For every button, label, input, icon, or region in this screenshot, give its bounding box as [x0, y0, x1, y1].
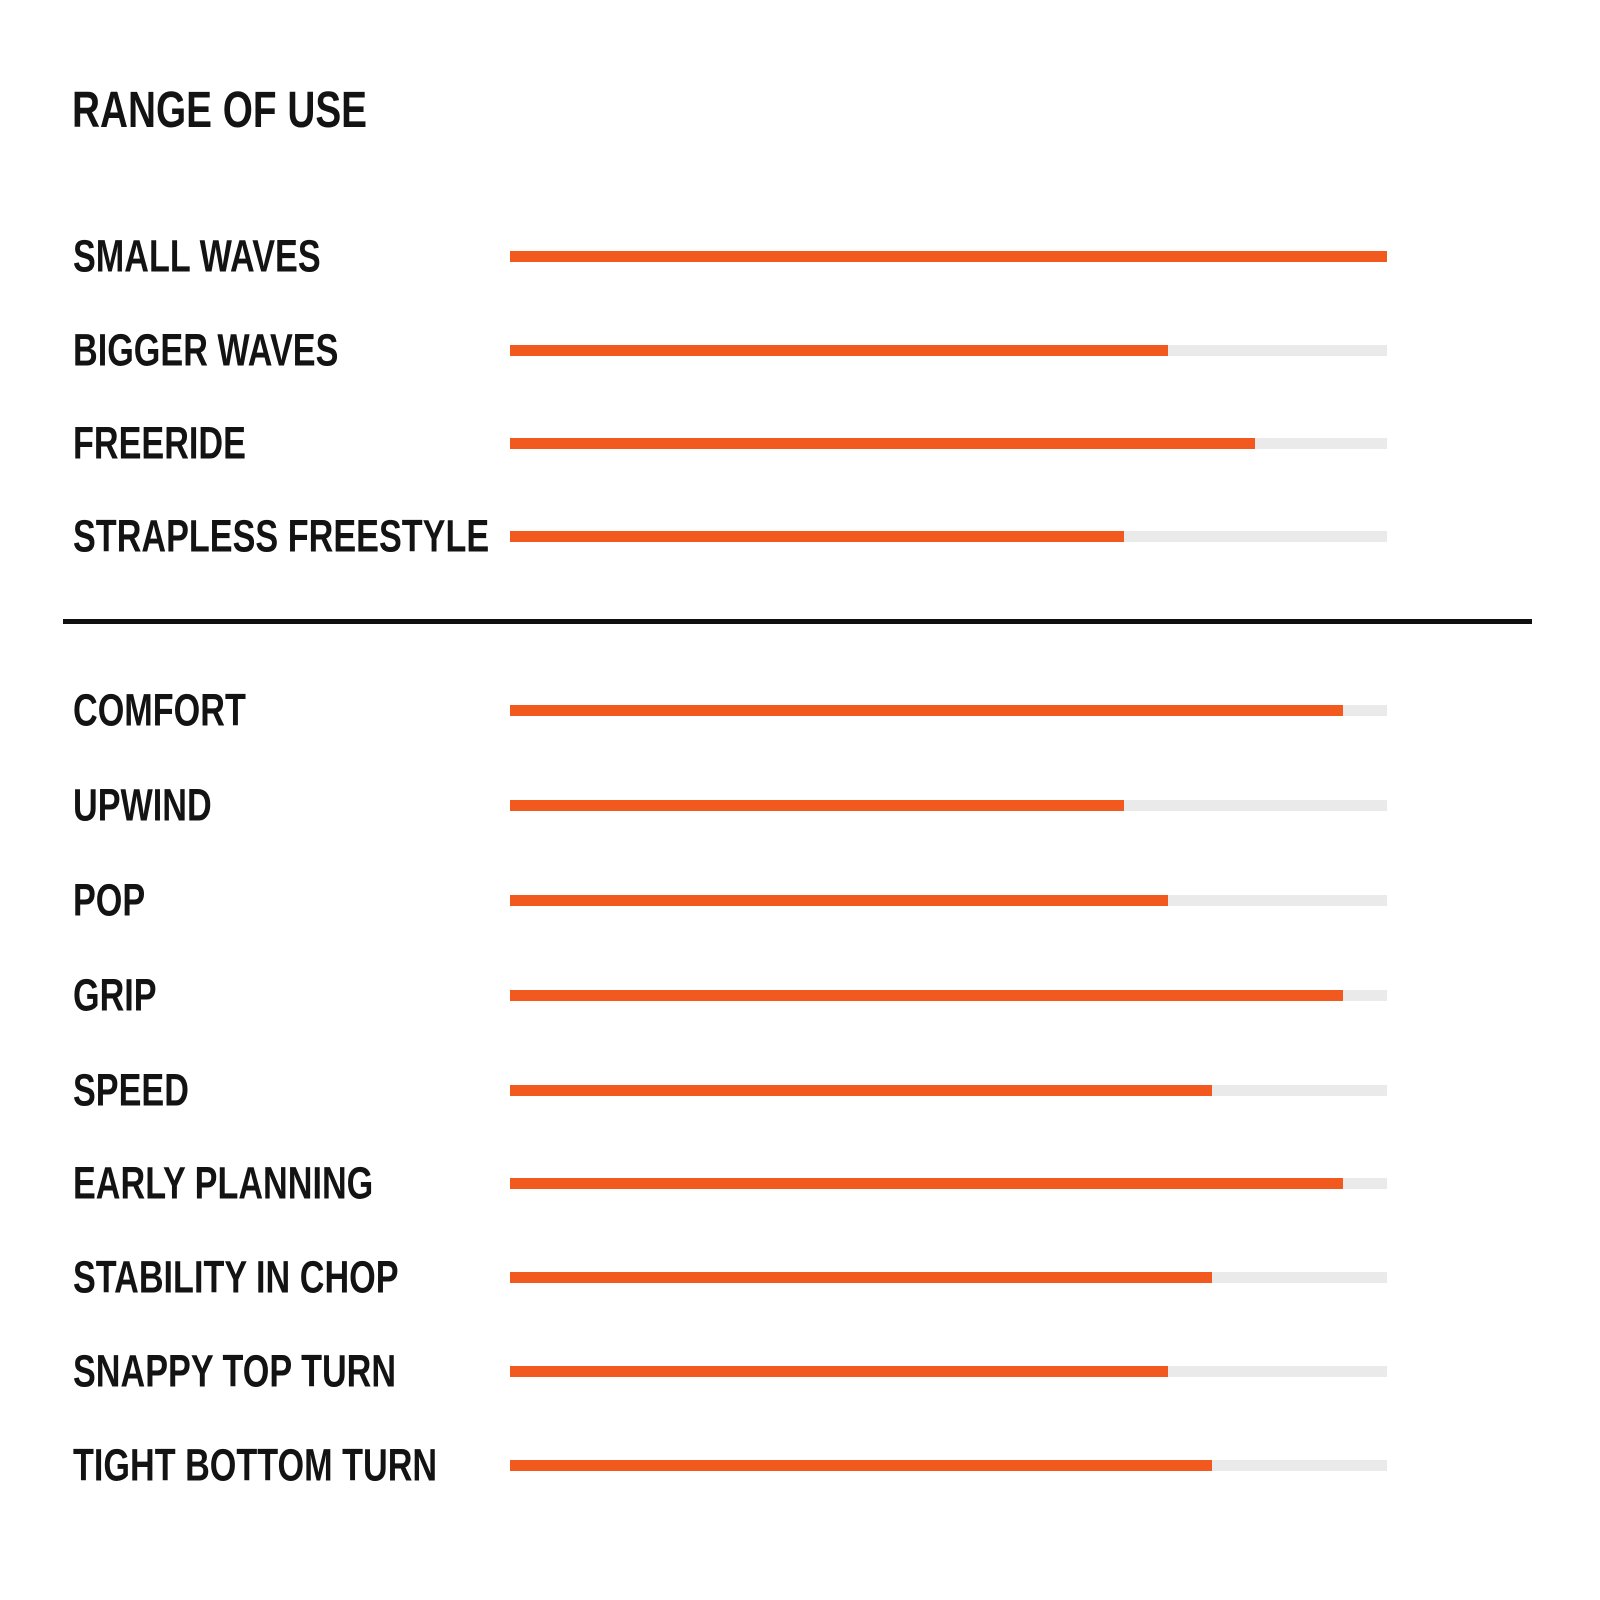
rating-bar-track — [510, 894, 1387, 906]
rating-bar-fill — [510, 530, 1124, 542]
rating-bar-track — [510, 437, 1387, 449]
rating-label: BIGGER WAVES — [73, 324, 339, 376]
rating-bar-fill — [510, 894, 1168, 906]
rating-label: COMFORT — [73, 684, 246, 736]
rating-bar-fill — [510, 1459, 1212, 1471]
rating-bar-fill — [510, 344, 1168, 356]
rating-label: GRIP — [73, 969, 157, 1021]
rating-bar-fill — [510, 1271, 1212, 1283]
rating-bar-track — [510, 799, 1387, 811]
rating-label: POP — [73, 874, 146, 926]
rating-label: STRAPLESS FREESTYLE — [73, 510, 490, 562]
page-title: RANGE OF USE — [72, 81, 368, 138]
rating-label: FREERIDE — [73, 417, 246, 469]
rating-bar-fill — [510, 1177, 1344, 1189]
rating-bar-fill — [510, 704, 1344, 716]
rating-label: UPWIND — [73, 779, 212, 831]
rating-bar-fill — [510, 1365, 1168, 1377]
rating-bar-fill — [510, 437, 1256, 449]
rating-label: TIGHT BOTTOM TURN — [73, 1439, 438, 1491]
rating-bar-track — [510, 1459, 1387, 1471]
rating-label: SMALL WAVES — [73, 230, 321, 282]
rating-label: EARLY PLANNING — [73, 1157, 374, 1209]
rating-bar-track — [510, 1365, 1387, 1377]
rating-bar-fill — [510, 799, 1124, 811]
rating-bar-track — [510, 1271, 1387, 1283]
rating-bar-fill — [510, 989, 1344, 1001]
rating-bar-track — [510, 530, 1387, 542]
rating-label: SPEED — [73, 1064, 189, 1116]
rating-bar-track — [510, 989, 1387, 1001]
rating-label: STABILITY IN CHOP — [73, 1251, 399, 1303]
rating-label: SNAPPY TOP TURN — [73, 1345, 397, 1397]
rating-bar-fill — [510, 250, 1387, 262]
rating-bar-track — [510, 1084, 1387, 1096]
rating-bar-track — [510, 250, 1387, 262]
section-divider — [63, 619, 1532, 624]
rating-bar-track — [510, 344, 1387, 356]
rating-bar-track — [510, 704, 1387, 716]
rating-bar-fill — [510, 1084, 1212, 1096]
rating-bar-track — [510, 1177, 1387, 1189]
